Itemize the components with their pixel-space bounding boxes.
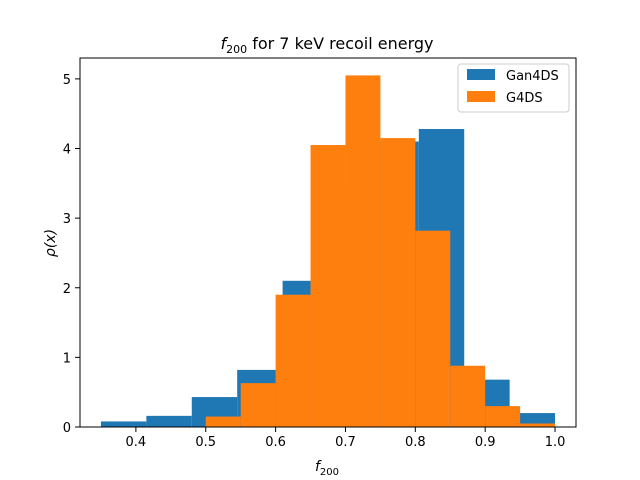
bar-g4ds-4	[345, 75, 381, 427]
legend-label-g4ds: G4DS	[506, 91, 543, 106]
y-tick-label-3: 3	[63, 212, 71, 227]
bar-g4ds-8	[485, 406, 521, 427]
x-tick-label-0: 0.4	[126, 435, 147, 450]
x-tick-label-5: 0.9	[475, 435, 496, 450]
legend-swatch-gan4ds	[467, 69, 495, 80]
bar-gan4ds-0	[100, 421, 147, 427]
x-tick-label-4: 0.8	[405, 435, 426, 450]
y-axis-label: ρ(x)	[43, 229, 59, 257]
y-tick-label-4: 4	[63, 143, 71, 158]
bars-layer	[100, 75, 556, 428]
x-tick-label-2: 0.6	[265, 435, 286, 450]
y-tick-label-5: 5	[63, 73, 71, 88]
y-tick-label-1: 1	[63, 351, 71, 366]
bar-g4ds-5	[380, 138, 416, 427]
bar-g4ds-6	[415, 230, 451, 427]
bar-g4ds-7	[450, 365, 486, 427]
bar-gan4ds-1	[146, 415, 192, 427]
y-axis-ticks: 0 1 2 3 4 5	[63, 73, 80, 436]
bar-g4ds-2	[275, 294, 311, 427]
x-axis-ticks: 0.4 0.5 0.6 0.7 0.8 0.9 1.0	[126, 427, 566, 450]
x-tick-label-1: 0.5	[195, 435, 216, 450]
bar-g4ds-0	[205, 416, 241, 427]
plot-frame	[79, 57, 577, 428]
y-tick-label-0: 0	[63, 421, 71, 436]
x-axis-label: f200	[315, 459, 339, 478]
bar-g4ds-1	[240, 383, 276, 427]
bar-g4ds-3	[310, 145, 346, 427]
bar-g4ds-9	[520, 423, 556, 427]
chart-title: f200 for 7 keV recoil energy	[220, 34, 433, 56]
legend: Gan4DS G4DS	[457, 63, 570, 113]
x-tick-label-6: 1.0	[545, 435, 566, 450]
legend-swatch-g4ds	[467, 91, 495, 102]
legend-label-gan4ds: Gan4DS	[506, 69, 559, 84]
y-tick-label-2: 2	[63, 282, 71, 297]
x-tick-label-3: 0.7	[335, 435, 356, 450]
